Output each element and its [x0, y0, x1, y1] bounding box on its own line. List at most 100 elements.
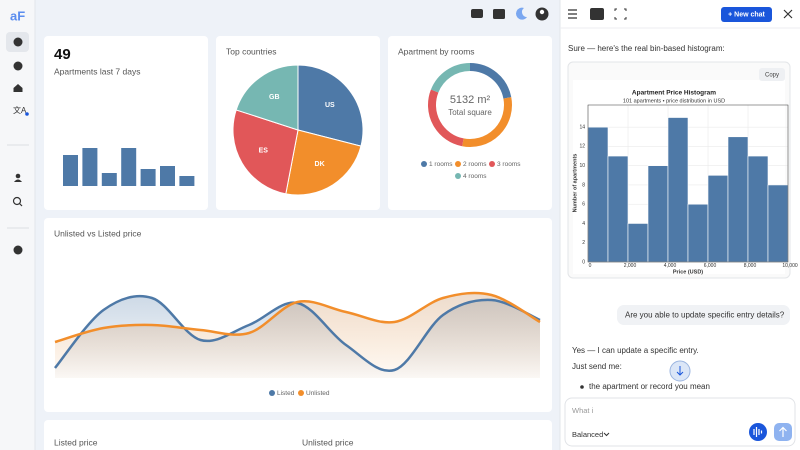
histogram-bar	[747, 155, 769, 263]
nav-badge	[25, 112, 29, 116]
x-tick-label: 10,000	[782, 263, 798, 269]
histogram-bar	[707, 175, 729, 263]
user-message: Are you able to update specific entry de…	[625, 311, 785, 320]
icon-close[interactable]	[783, 9, 793, 19]
nav-user-head[interactable]	[15, 173, 21, 179]
y-tick-label: 4	[582, 221, 585, 227]
legend-marker	[455, 161, 461, 167]
slice-label: ES	[259, 147, 269, 154]
slice-label: DK	[315, 161, 325, 168]
chat-input[interactable]	[564, 397, 796, 447]
histogram-bar	[767, 184, 789, 263]
donut-center-sublabel: Total square	[448, 108, 492, 117]
card-title: Top countries	[226, 46, 277, 56]
histogram-bar	[627, 223, 649, 263]
bar	[82, 148, 98, 186]
bar	[160, 166, 175, 186]
legend-marker	[421, 161, 427, 167]
card	[44, 420, 552, 450]
nav-translate[interactable]: 文A	[13, 105, 27, 115]
legend-marker	[269, 390, 275, 396]
card	[388, 36, 552, 210]
copy-label[interactable]: Copy	[765, 73, 779, 79]
logo[interactable]: aF	[10, 8, 25, 23]
bar	[140, 169, 156, 186]
histogram-subtitle: 101 apartments • price distribution in U…	[623, 98, 725, 104]
icon-menu[interactable]	[568, 9, 577, 19]
user-bubble	[617, 305, 790, 325]
histogram-bar	[727, 136, 749, 263]
donut-segment	[428, 89, 464, 147]
legend-marker	[489, 161, 495, 167]
legend-label: Unlisted	[306, 390, 330, 397]
new-chat-label[interactable]: + New chat	[728, 11, 765, 18]
bar	[63, 155, 78, 186]
nav-search[interactable]	[12, 196, 22, 206]
voice-button[interactable]	[749, 423, 767, 441]
icon-messages[interactable]	[471, 9, 483, 18]
assistant-line: Yes — I can update a specific entry.	[572, 346, 699, 355]
donut-segment	[462, 97, 512, 147]
new-chat-button[interactable]	[721, 7, 772, 22]
histogram-bar	[607, 155, 629, 263]
legend-marker	[455, 173, 461, 179]
pie-slice	[235, 64, 299, 131]
y-tick-label: 14	[579, 124, 585, 130]
x-tick-label: 0	[589, 263, 592, 269]
card-title: Listed price	[54, 437, 98, 447]
x-tick-label: 6,000	[704, 263, 717, 269]
y-axis-label: Number of apartments	[572, 154, 578, 213]
y-tick-label: 0	[582, 259, 585, 265]
mode-chevron	[603, 432, 610, 437]
kpi-subtitle: Apartments last 7 days	[54, 66, 140, 76]
donut-segment	[469, 63, 512, 99]
histogram-bar	[667, 117, 689, 263]
legend-marker	[298, 390, 304, 396]
legend-label: 3 rooms	[497, 161, 521, 168]
donut-segment	[430, 63, 471, 93]
icon-theme[interactable]	[516, 7, 527, 20]
x-tick-label: 2,000	[624, 263, 637, 269]
card-title: Apartment by rooms	[398, 46, 475, 56]
slice-label: US	[325, 102, 335, 109]
legend-label: 4 rooms	[463, 173, 487, 180]
card-title: Unlisted price	[302, 437, 354, 447]
input-text[interactable]: What i	[572, 406, 594, 415]
legend-label: 2 rooms	[463, 161, 487, 168]
assistant-line: Just send me:	[572, 362, 622, 371]
bar	[121, 148, 137, 186]
nav-compass[interactable]	[13, 61, 23, 71]
nav-user-body	[14, 179, 22, 182]
send-icon	[779, 426, 787, 437]
x-tick-label: 8,000	[744, 263, 757, 269]
nav-dashboard[interactable]	[13, 37, 23, 47]
sidebar	[0, 0, 35, 450]
y-tick-label: 8	[582, 182, 585, 188]
mode-select[interactable]: Balanced	[572, 430, 603, 439]
scroll-down-arrow	[676, 366, 684, 376]
y-tick-label: 6	[582, 202, 585, 208]
pie-slice	[232, 109, 299, 195]
y-tick-label: 2	[582, 240, 585, 246]
nav-github[interactable]	[13, 245, 23, 255]
bar	[101, 173, 117, 186]
icon-expand[interactable]	[614, 8, 627, 20]
pie-slice	[297, 64, 364, 147]
histogram-bar	[687, 203, 709, 263]
voice-icon	[753, 427, 763, 437]
x-tick-label: 4,000	[664, 263, 677, 269]
slice-label: GB	[269, 94, 280, 101]
x-axis-label: Price (USD)	[673, 269, 703, 275]
bullet	[580, 385, 584, 389]
icon-panel[interactable]	[590, 8, 604, 20]
histogram-title: Apartment Price Histogram	[632, 90, 716, 97]
histogram-bar	[647, 165, 669, 263]
plot-frame	[587, 104, 789, 263]
copy-button[interactable]	[759, 68, 785, 81]
line	[54, 291, 541, 344]
kpi-value: 49	[54, 46, 71, 63]
icon-briefcase[interactable]	[493, 9, 505, 19]
nav-home[interactable]	[13, 84, 23, 92]
